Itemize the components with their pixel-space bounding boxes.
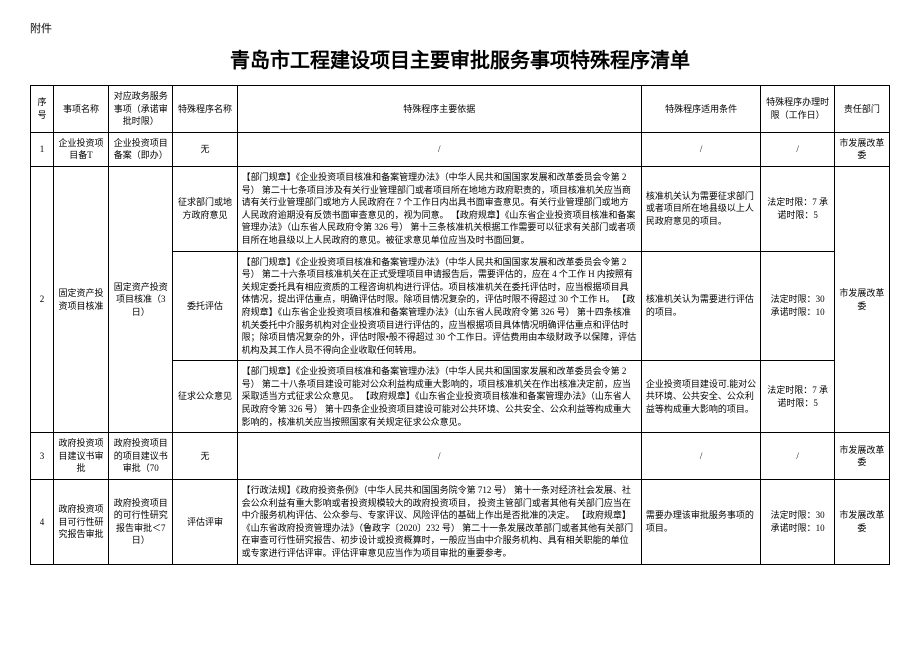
cell-cond: 企业投资项目建设可.能对公共环境、公共安全、公众利益等构成重大影响的项目。 bbox=[641, 361, 760, 433]
cell-name: 政府投资项目可行性研究报告审批 bbox=[53, 480, 108, 565]
cell-proc: 征求公众意见 bbox=[173, 361, 237, 433]
cell-proc: 委托评估 bbox=[173, 251, 237, 361]
cell-dept: 市发展改革委 bbox=[834, 480, 889, 565]
cell-proc: 征求部门或地方政府意见 bbox=[173, 166, 237, 251]
header-basis: 特殊程序主要依据 bbox=[237, 86, 641, 133]
procedure-table: 序号 事项名称 对应政务服务事项（承诺审批时限） 特殊程序名称 特殊程序主要依据… bbox=[30, 85, 890, 565]
cell-time: 法定时限：30 承诺时限：10 bbox=[761, 251, 835, 361]
cell-cond: / bbox=[641, 132, 760, 166]
cell-dept: 市发展改革委 bbox=[834, 166, 889, 432]
cell-seq: 2 bbox=[31, 166, 54, 432]
header-proc: 特殊程序名称 bbox=[173, 86, 237, 133]
cell-proc: 评估评审 bbox=[173, 480, 237, 565]
cell-service: 企业投资项目备案（即办） bbox=[109, 132, 173, 166]
cell-time: / bbox=[761, 433, 835, 480]
table-header-row: 序号 事项名称 对应政务服务事项（承诺审批时限） 特殊程序名称 特殊程序主要依据… bbox=[31, 86, 890, 133]
cell-basis: / bbox=[237, 433, 641, 480]
table-row: 2 固定资产投资项目核准 固定资产投资项目核准（3日） 征求部门或地方政府意见 … bbox=[31, 166, 890, 251]
cell-dept: 市发展改革委 bbox=[834, 132, 889, 166]
cell-time: 法定时限：7 承诺时限：5 bbox=[761, 166, 835, 251]
cell-service: 固定资产投资项目核准（3日） bbox=[109, 166, 173, 432]
header-cond: 特殊程序适用条件 bbox=[641, 86, 760, 133]
table-row: 3 政府投资项目建议书审批 政府投资项目的项目建议书审批（70 无 / / / … bbox=[31, 433, 890, 480]
cell-cond: / bbox=[641, 433, 760, 480]
cell-time: / bbox=[761, 132, 835, 166]
cell-name: 政府投资项目建议书审批 bbox=[53, 433, 108, 480]
header-time: 特殊程序办理时限（工作日） bbox=[761, 86, 835, 133]
header-name: 事项名称 bbox=[53, 86, 108, 133]
cell-basis: 【部门规章】《企业投资项目核准和备案管理办法》（中华人民共和国国家发展和改革委员… bbox=[237, 166, 641, 251]
table-row: 1 企业投资项目备T 企业投资项目备案（即办） 无 / / / 市发展改革委 bbox=[31, 132, 890, 166]
cell-time: 法定时限：7 承诺时限：5 bbox=[761, 361, 835, 433]
cell-seq: 1 bbox=[31, 132, 54, 166]
cell-name: 企业投资项目备T bbox=[53, 132, 108, 166]
cell-service: 政府投资项目的项目建议书审批（70 bbox=[109, 433, 173, 480]
cell-time: 法定时限：30 承诺时限：10 bbox=[761, 480, 835, 565]
cell-proc: 无 bbox=[173, 433, 237, 480]
cell-basis: / bbox=[237, 132, 641, 166]
header-seq: 序号 bbox=[31, 86, 54, 133]
cell-basis: 【部门规章】《企业投资项目核准和备案管理办法》（中华人民共和国国家发展和改革委员… bbox=[237, 361, 641, 433]
cell-seq: 3 bbox=[31, 433, 54, 480]
header-dept: 责任部门 bbox=[834, 86, 889, 133]
cell-service: 政府投资项目的可行性研究报告审批＜7日） bbox=[109, 480, 173, 565]
cell-cond: 核准机关认为需要征求部门或者项目所在地县级以上人民政府意见的项目。 bbox=[641, 166, 760, 251]
table-row: 4 政府投资项目可行性研究报告审批 政府投资项目的可行性研究报告审批＜7日） 评… bbox=[31, 480, 890, 565]
cell-seq: 4 bbox=[31, 480, 54, 565]
attachment-label: 附件 bbox=[30, 20, 890, 36]
cell-cond: 需要办理该审批服务事项的项目。 bbox=[641, 480, 760, 565]
cell-dept: 市发展改革委 bbox=[834, 433, 889, 480]
cell-name: 固定资产投资项目核准 bbox=[53, 166, 108, 432]
cell-basis: 【行政法规】《政府投资条例》（中华人民共和国国务院令第 712 号） 第十一条对… bbox=[237, 480, 641, 565]
cell-cond: 核准机关认为需要进行评估的项目。 bbox=[641, 251, 760, 361]
cell-proc: 无 bbox=[173, 132, 237, 166]
page-title: 青岛市工程建设项目主要审批服务事项特殊程序清单 bbox=[30, 44, 890, 73]
cell-basis: 【部门规章】《企业投资项目核准和备案管理办法》（中华人民共和国国家发展和改革委员… bbox=[237, 251, 641, 361]
header-service: 对应政务服务事项（承诺审批时限） bbox=[109, 86, 173, 133]
